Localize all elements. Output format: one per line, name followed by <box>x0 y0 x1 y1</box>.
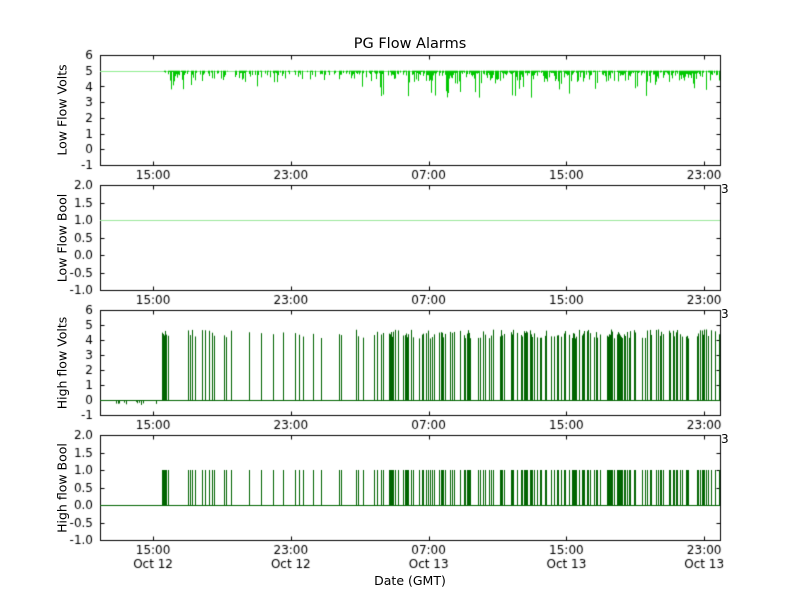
chart-title: PG Flow Alarms <box>353 36 467 52</box>
ylabel-high-flow-volts: High flow Volts <box>54 316 70 410</box>
x-axis-label: Date (GMT) <box>374 573 446 588</box>
ylabel-low-flow-bool: Low Flow Bool <box>54 193 70 283</box>
ylabel-low-flow-volts: Low Flow Volts <box>54 64 70 156</box>
right-edge-clipped-label: 3 <box>721 307 729 321</box>
right-edge-clipped-label: 3 <box>721 432 729 446</box>
right-edge-clipped-label: 3 <box>721 182 729 196</box>
ylabel-high-flow-bool: High flow Bool <box>54 443 70 533</box>
